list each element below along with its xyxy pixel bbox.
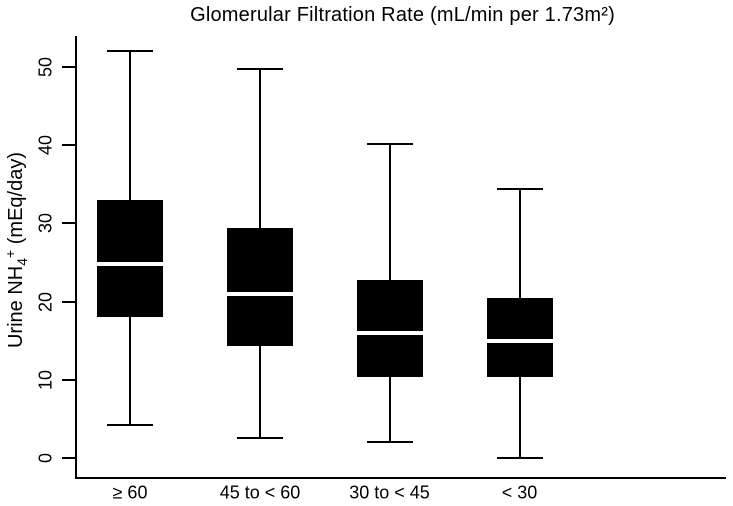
x-axis-line <box>75 477 726 479</box>
x-category-label: 45 to < 60 <box>219 482 301 503</box>
y-tick-mark <box>62 378 75 381</box>
y-axis-label: Urine NH4+ (mEq/day) <box>2 152 30 348</box>
upper-whisker-line <box>388 143 391 281</box>
upper-whisker-cap <box>366 142 413 145</box>
lower-whisker-line <box>388 377 391 443</box>
y-tick-label: 0 <box>35 452 56 464</box>
upper-whisker-cap <box>237 67 283 70</box>
median-line <box>227 291 293 296</box>
upper-whisker-line <box>259 68 261 229</box>
y-tick-mark <box>62 222 75 225</box>
lower-whisker-line <box>129 317 131 426</box>
lower-whisker-line <box>518 376 521 458</box>
lower-whisker-cap <box>366 441 413 444</box>
y-tick-mark <box>62 66 75 68</box>
y-tick-label: 30 <box>35 213 56 234</box>
y-tick-label: 40 <box>35 135 56 156</box>
y-axis-label-superscript: + <box>2 249 18 258</box>
box-iqr <box>356 280 423 378</box>
y-tick-label: 20 <box>35 291 56 312</box>
y-tick-mark <box>62 457 75 459</box>
upper-whisker-line <box>129 50 131 200</box>
lower-whisker-cap <box>496 457 543 459</box>
box-iqr <box>97 199 163 318</box>
median-line <box>486 338 553 343</box>
lower-whisker-line <box>259 346 261 439</box>
y-axis-label-prefix: Urine NH <box>5 265 27 349</box>
y-tick-mark <box>62 144 75 147</box>
lower-whisker-cap <box>107 424 153 427</box>
x-category-label: 30 to < 45 <box>349 482 430 503</box>
chart-title: Glomerular Filtration Rate (mL/min per 1… <box>190 4 615 26</box>
upper-whisker-cap <box>107 49 153 52</box>
box-iqr <box>486 297 553 377</box>
x-category-label: < 30 <box>501 482 538 503</box>
y-tick-label: 10 <box>35 369 56 390</box>
y-axis-line <box>75 36 77 479</box>
upper-whisker-cap <box>496 187 543 190</box>
median-line <box>97 262 163 267</box>
lower-whisker-cap <box>237 437 283 440</box>
y-axis-label-subscript: 4 <box>14 257 30 266</box>
x-category-label: ≥ 60 <box>112 482 148 503</box>
median-line <box>356 330 423 335</box>
y-axis-label-suffix: (mEq/day) <box>5 151 27 250</box>
y-tick-mark <box>62 300 75 303</box>
upper-whisker-line <box>518 188 521 298</box>
y-tick-label: 50 <box>35 56 56 78</box>
box-iqr <box>227 228 293 347</box>
